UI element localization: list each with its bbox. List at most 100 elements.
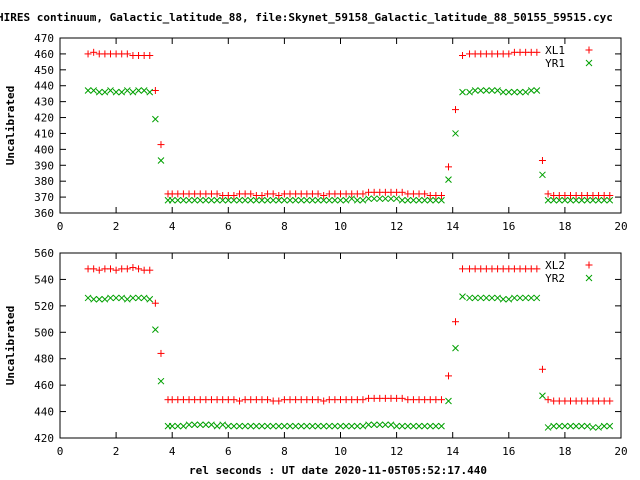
legend-marker	[585, 59, 593, 67]
data-point-YR2	[202, 421, 210, 429]
data-point-YR2	[477, 294, 485, 302]
data-point-XL2	[157, 349, 165, 357]
legend-marker	[585, 261, 593, 269]
data-point-XL2	[275, 397, 283, 405]
data-point-YR1	[387, 195, 395, 203]
x-tick-label: 0	[57, 445, 64, 458]
data-point-YR2	[410, 422, 417, 430]
chart-title: HIRES continuum, Galactic_latitude_88, f…	[0, 11, 613, 24]
data-point-YR2	[404, 422, 412, 430]
data-point-YR1	[477, 87, 485, 94]
data-point-YR2	[522, 294, 529, 302]
data-point-YR2	[236, 422, 243, 430]
data-point-XL1	[258, 192, 266, 199]
data-point-YR1	[309, 196, 316, 204]
data-point-YR1	[421, 196, 429, 204]
data-point-YR1	[459, 88, 466, 96]
data-point-YR1	[140, 87, 148, 94]
data-point-YR1	[146, 88, 154, 96]
data-point-XL2	[135, 265, 143, 273]
y-tick-label: 420	[34, 432, 54, 445]
data-point-YR2	[129, 294, 137, 302]
data-point-YR2	[459, 293, 466, 300]
legend-label: XL2	[545, 259, 565, 272]
data-point-XL2	[151, 299, 159, 307]
data-point-XL1	[213, 190, 221, 198]
y-tick-label: 470	[34, 32, 54, 45]
data-point-YR2	[421, 422, 429, 430]
top-plot-panel: 360 370 380 390 400 410 420 430 440 450 460 470 0 2 4 6…	[4, 32, 628, 233]
data-point-YR1	[445, 176, 452, 183]
x-tick-label: 8	[281, 445, 288, 458]
data-point-YR1	[606, 196, 614, 204]
data-point-XL1	[421, 190, 429, 198]
data-point-YR1	[314, 196, 322, 204]
data-point-YR1	[84, 87, 92, 94]
legend-label: XL1	[545, 44, 565, 57]
data-point-XL2	[320, 397, 328, 405]
data-point-YR1	[393, 195, 400, 203]
legend-marker	[585, 274, 593, 282]
data-point-YR1	[202, 196, 210, 204]
data-point-YR2	[483, 294, 490, 302]
data-point-XL2	[459, 265, 467, 273]
data-point-YR1	[516, 88, 524, 96]
data-point-YR2	[168, 422, 176, 430]
data-point-YR1	[224, 196, 232, 204]
data-point-YR2	[606, 422, 614, 430]
data-point-YR2	[269, 422, 277, 430]
data-point-YR1	[325, 196, 333, 204]
y-tick-label: 390	[34, 159, 54, 172]
data-point-YR1	[527, 87, 535, 94]
x-tick-label: 10	[334, 220, 347, 233]
x-tick-label: 6	[225, 445, 232, 458]
data-point-YR2	[258, 422, 266, 430]
data-point-YR1	[382, 195, 389, 203]
data-point-YR2	[600, 422, 608, 430]
series-XL2	[84, 264, 614, 405]
data-point-YR1	[112, 88, 120, 96]
data-point-YR2	[135, 294, 142, 302]
data-point-YR2	[84, 294, 92, 302]
data-point-YR2	[505, 295, 513, 303]
data-point-YR1	[213, 196, 221, 204]
data-point-YR2	[101, 295, 109, 303]
data-point-YR2	[471, 294, 479, 302]
data-point-YR2	[297, 422, 305, 430]
data-point-YR1	[286, 196, 294, 204]
data-point-YR2	[174, 422, 182, 430]
data-point-YR1	[258, 196, 266, 204]
data-point-XL2	[112, 266, 120, 274]
x-tick-label: 2	[113, 445, 120, 458]
data-point-YR1	[353, 196, 361, 204]
data-point-YR1	[505, 88, 513, 96]
data-point-YR1	[185, 196, 193, 204]
data-point-YR1	[230, 196, 238, 204]
y-axis-label: Uncalibrated	[4, 86, 17, 165]
y-tick-label: 440	[34, 80, 54, 93]
y-tick-label: 480	[34, 353, 54, 366]
data-point-YR1	[415, 196, 423, 204]
data-point-YR1	[452, 130, 459, 137]
data-point-YR1	[426, 196, 434, 204]
series-YR1	[84, 87, 614, 204]
data-point-XL1	[444, 163, 452, 171]
data-point-YR1	[123, 87, 131, 94]
data-point-YR1	[342, 196, 350, 204]
data-point-XL1	[452, 106, 460, 114]
data-point-YR1	[292, 196, 299, 204]
data-point-YR2	[370, 421, 378, 429]
data-point-YR2	[595, 424, 602, 431]
data-point-XL2	[123, 265, 131, 273]
legend-label: YR2	[545, 272, 565, 285]
x-tick-label: 12	[390, 220, 403, 233]
x-tick-label: 20	[614, 220, 627, 233]
data-point-YR1	[208, 196, 215, 204]
x-tick-label: 16	[502, 220, 515, 233]
data-point-YR1	[191, 196, 198, 204]
data-point-YR2	[466, 294, 473, 302]
y-tick-label: 540	[34, 273, 54, 286]
data-point-XL1	[320, 192, 328, 199]
x-tick-label: 2	[113, 220, 120, 233]
